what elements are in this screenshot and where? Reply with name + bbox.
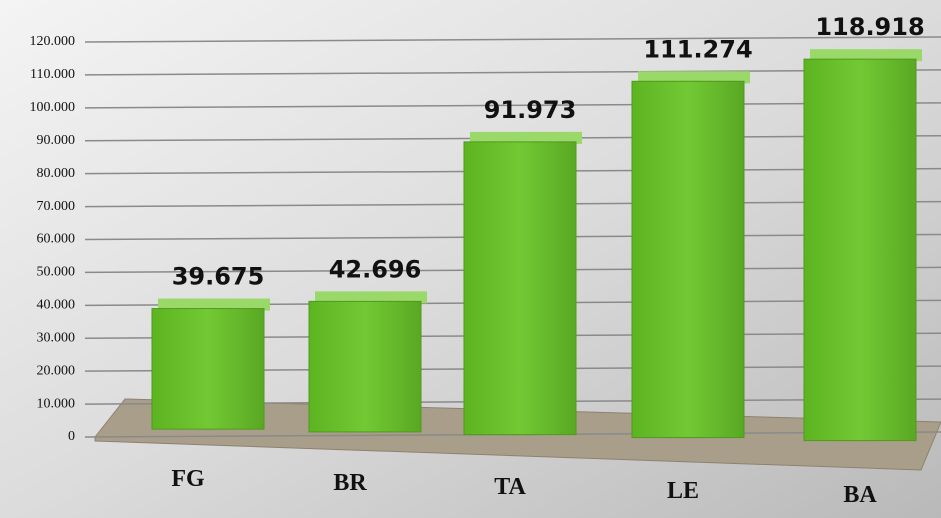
y-tick-label: 40.000: [37, 298, 76, 313]
x-tick-label: BA: [843, 482, 877, 508]
y-tick-label: 120.000: [30, 34, 76, 49]
value-label: 39.675: [172, 263, 265, 291]
grid-line: [84, 69, 941, 76]
y-tick-label: 20.000: [37, 363, 76, 378]
y-tick-label: 30.000: [37, 330, 76, 345]
y-tick-label: 80.000: [37, 166, 76, 181]
x-tick-label: TA: [494, 474, 526, 500]
grid-line: [84, 102, 941, 109]
y-tick-label: 70.000: [37, 199, 76, 214]
bar-top: [158, 298, 270, 311]
bar-top: [470, 131, 582, 144]
y-tick-label: 50.000: [37, 265, 76, 280]
plot-area: 0 10.000 20.000 30.000 40.000 50.000 60.000 70.…: [30, 13, 941, 508]
y-tick-label: 10.000: [37, 396, 76, 411]
bar: [308, 300, 422, 433]
y-tick-label: 0: [68, 429, 75, 444]
bar-top: [638, 71, 750, 84]
bar: [151, 308, 265, 430]
x-tick-label: LE: [667, 478, 699, 504]
bar-top: [315, 291, 427, 304]
bar-top: [810, 49, 922, 62]
value-label: 118.918: [815, 13, 924, 41]
value-label: 91.973: [484, 96, 577, 124]
bar: [803, 58, 917, 442]
y-tick-label: 90.000: [37, 133, 76, 148]
y-tick-label: 100.000: [30, 100, 76, 115]
y-tick-label: 60.000: [37, 232, 76, 247]
value-label: 42.696: [329, 255, 422, 283]
value-label: 111.274: [643, 35, 752, 63]
y-tick-label: 110.000: [30, 67, 75, 82]
bar: [631, 80, 745, 439]
bar: [463, 141, 577, 436]
x-tick-label: BR: [333, 470, 367, 496]
grid-line: [84, 36, 941, 43]
x-tick-label: FG: [171, 466, 205, 492]
